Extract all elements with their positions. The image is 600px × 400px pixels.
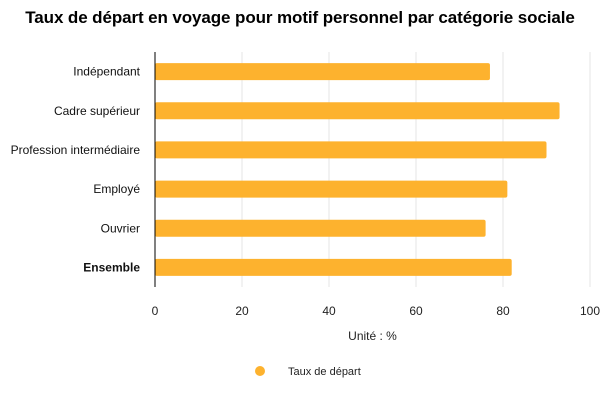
x-tick-label-20: 20 xyxy=(235,304,249,318)
x-tick-label-40: 40 xyxy=(322,304,336,318)
x-axis-label: Unité : % xyxy=(348,329,397,343)
x-tick-label-80: 80 xyxy=(496,304,510,318)
x-tick-labels: 0 20 40 60 80 100 xyxy=(152,304,600,318)
category-label-2: Profession intermédiaire xyxy=(11,143,141,157)
category-label-5: Ensemble xyxy=(83,260,140,274)
x-tick-label-100: 100 xyxy=(580,304,600,318)
category-label-0: Indépendant xyxy=(73,65,140,79)
bar-4 xyxy=(155,219,486,237)
grid-lines xyxy=(241,52,591,287)
x-tick-label-60: 60 xyxy=(409,304,423,318)
bar-0 xyxy=(155,63,490,81)
legend-label: Taux de départ xyxy=(288,366,361,378)
category-label-3: Employé xyxy=(93,182,140,196)
legend: Taux de départ xyxy=(255,366,361,378)
bars xyxy=(155,63,560,276)
legend-marker xyxy=(255,366,265,376)
bar-1 xyxy=(155,102,560,120)
bar-2 xyxy=(155,141,547,159)
category-labels: Indépendant Cadre supérieur Profession int… xyxy=(11,65,141,275)
chart-title: Taux de départ en voyage pour motif pers… xyxy=(25,8,575,27)
bar-5 xyxy=(155,258,512,276)
x-tick-label-0: 0 xyxy=(152,304,159,318)
bar-3 xyxy=(155,180,508,198)
category-label-4: Ouvrier xyxy=(101,221,140,235)
category-label-1: Cadre supérieur xyxy=(54,104,140,118)
